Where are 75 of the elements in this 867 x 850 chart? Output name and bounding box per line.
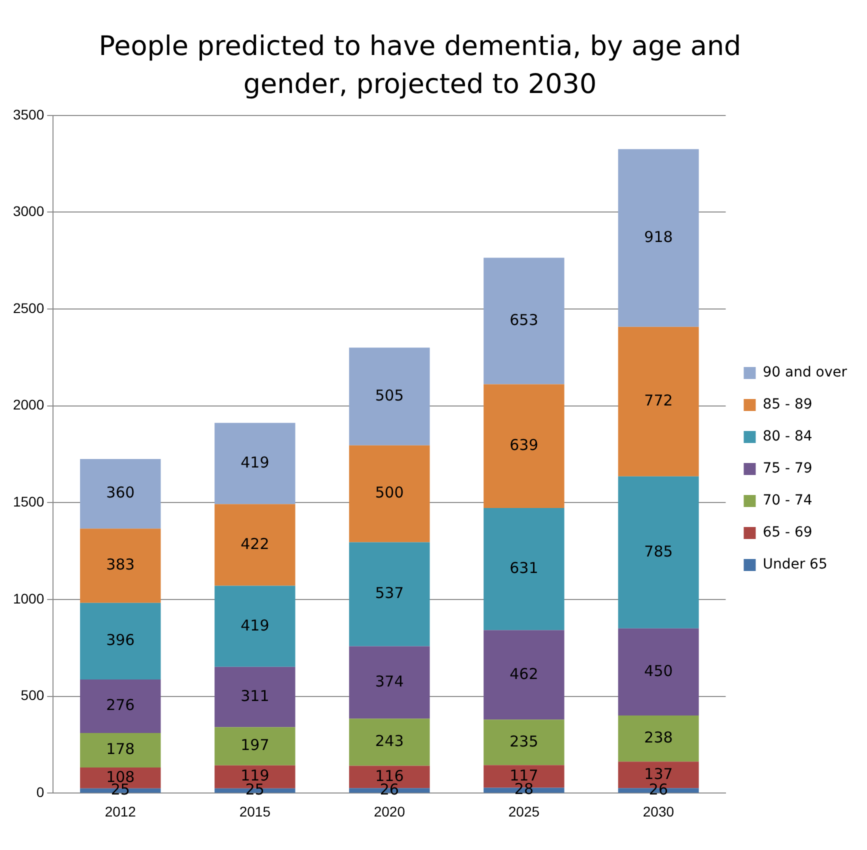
legend-label: 80 - 84 [762, 428, 812, 445]
bar [618, 149, 699, 327]
bar [80, 528, 161, 603]
bar [484, 384, 564, 508]
bar [484, 258, 564, 384]
data-label: 450 [644, 662, 673, 680]
bar [618, 326, 699, 476]
bar [80, 732, 161, 768]
x-tick-label: 2012 [104, 803, 136, 820]
bar [349, 445, 430, 542]
data-label: 119 [240, 766, 270, 785]
data-label: 631 [510, 558, 538, 577]
data-label: 785 [644, 542, 673, 560]
bar [80, 458, 161, 529]
data-label: 117 [510, 766, 538, 784]
bar [349, 348, 430, 446]
y-tick-label: 3000 [12, 203, 44, 220]
x-tick-label: 2020 [374, 803, 406, 820]
data-label: 918 [644, 228, 673, 246]
bar [214, 504, 296, 586]
bar [618, 628, 699, 716]
bar [618, 476, 699, 628]
bar [484, 508, 564, 630]
y-tick-label: 0 [36, 784, 44, 800]
chart-title: People predicted to have dementia, by age and gender, projected to 2030 [98, 30, 742, 102]
legend-label: 65 - 69 [762, 524, 812, 541]
data-label: 197 [240, 736, 270, 754]
bar [349, 718, 430, 766]
bar [214, 727, 296, 766]
y-tick-label: 1500 [12, 494, 44, 510]
data-label: 396 [106, 631, 135, 650]
data-label: 238 [644, 728, 673, 746]
bar [214, 422, 296, 504]
bar [349, 646, 430, 719]
data-label: 419 [240, 453, 270, 472]
x-tick-label: 2015 [239, 803, 271, 820]
y-tick-label: 3500 [12, 106, 44, 122]
bar [214, 586, 296, 667]
data-label: 500 [375, 484, 404, 502]
data-label: 311 [240, 686, 270, 705]
bar [484, 630, 564, 720]
data-label: 243 [375, 732, 404, 750]
bar [349, 542, 430, 646]
data-label: 462 [510, 664, 538, 683]
data-label: 383 [106, 556, 135, 574]
bar [618, 716, 699, 762]
data-label: 639 [510, 436, 538, 454]
data-label: 653 [510, 310, 538, 329]
legend-label: 75 - 79 [762, 460, 812, 477]
data-label: 374 [375, 672, 404, 690]
bar [80, 602, 161, 680]
legend-label: Under 65 [762, 556, 828, 573]
data-label: 137 [644, 764, 673, 783]
data-label: 235 [510, 732, 538, 750]
data-label: 116 [375, 766, 404, 785]
data-label: 422 [240, 534, 270, 553]
x-tick-label: 2025 [508, 803, 540, 820]
y-tick-label: 500 [20, 687, 44, 704]
data-label: 276 [106, 696, 135, 714]
legend-label: 70 - 74 [762, 492, 812, 509]
data-label: 178 [106, 740, 135, 758]
data-label: 505 [375, 386, 404, 404]
x-tick-label: 2030 [642, 803, 674, 820]
y-tick-label: 1000 [12, 590, 44, 606]
data-label: 772 [644, 392, 673, 410]
bar [80, 680, 161, 733]
y-tick-label: 2000 [12, 396, 44, 413]
bar [484, 720, 564, 766]
data-label: 537 [375, 584, 404, 602]
legend-label: 85 - 89 [762, 396, 812, 413]
y-tick-label: 2500 [12, 300, 44, 316]
data-label: 360 [106, 484, 135, 502]
bar [214, 666, 296, 728]
legend-label: 90 and over [762, 364, 848, 381]
data-label: 419 [240, 616, 270, 634]
